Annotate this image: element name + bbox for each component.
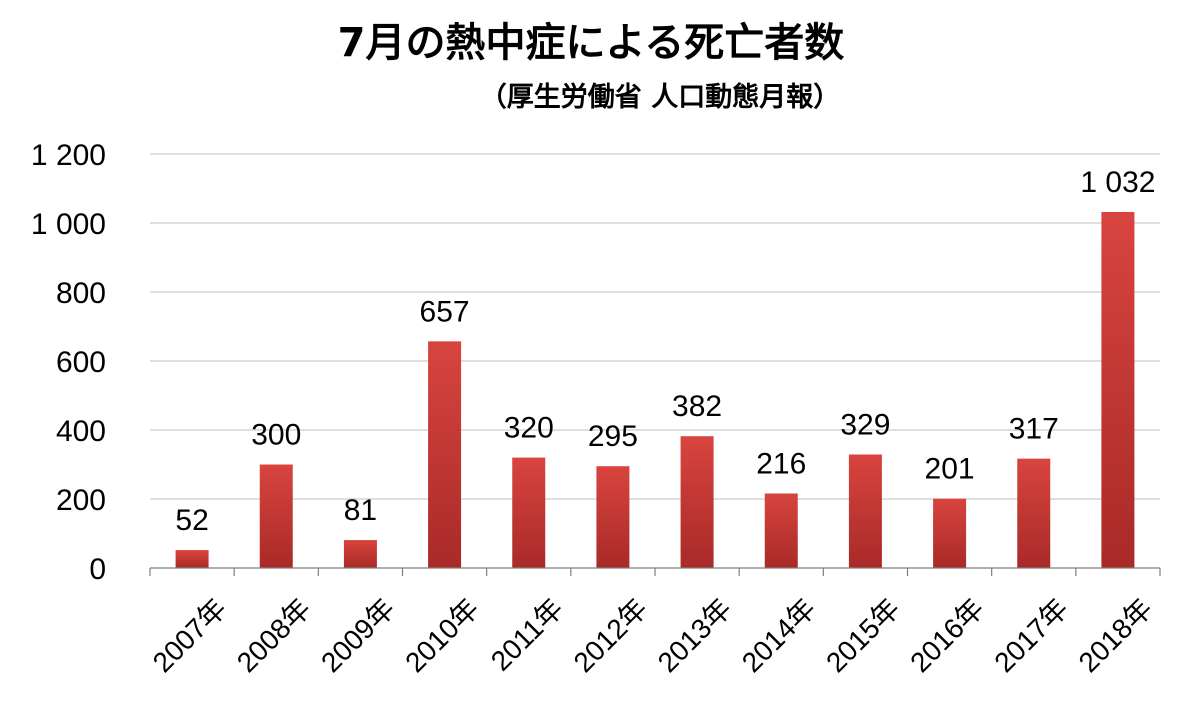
- x-tick-label: 2018年: [1073, 592, 1159, 678]
- y-tick-label: 1 000: [31, 208, 106, 241]
- bar: [596, 466, 630, 568]
- x-tick-label: 2015年: [820, 592, 906, 678]
- bar: [764, 493, 798, 568]
- bar: [512, 457, 546, 568]
- data-label: 300: [251, 419, 301, 452]
- gridlines: [150, 153, 1160, 500]
- x-tick-label: 2008年: [231, 592, 317, 678]
- x-tick-label: 2012年: [568, 592, 654, 678]
- bars: [175, 211, 1135, 568]
- data-label: 81: [344, 494, 377, 527]
- x-tick-label: 2016年: [904, 592, 990, 678]
- data-label: 657: [420, 295, 470, 328]
- data-label: 216: [756, 447, 806, 480]
- y-tick-label: 1 200: [31, 139, 106, 172]
- data-label: 1 032: [1080, 166, 1155, 199]
- bar: [1101, 211, 1135, 568]
- data-label: 201: [925, 453, 975, 486]
- y-tick-label: 800: [56, 277, 106, 310]
- x-tick-label: 2017年: [988, 592, 1074, 678]
- x-tick-label: 2013年: [652, 592, 738, 678]
- bar: [428, 341, 462, 568]
- data-label: 382: [672, 390, 722, 423]
- x-axis: [149, 567, 1161, 576]
- bar: [259, 464, 293, 568]
- x-tick-label: 2010年: [399, 592, 485, 678]
- y-axis-ticks: 0 200 400 600 800 1 000 1 200: [31, 139, 106, 586]
- x-tick-label: 2014年: [736, 592, 822, 678]
- y-tick-label: 0: [89, 553, 106, 586]
- y-tick-label: 600: [56, 346, 106, 379]
- bar: [933, 498, 967, 568]
- data-labels: 52 300 81 657 320 295 382 216 329 201 317 1 032: [175, 166, 1155, 537]
- chart-title: 7月の熱中症による死亡者数: [338, 20, 845, 66]
- x-tick-label: 2011年: [485, 592, 569, 676]
- bar: [175, 550, 209, 568]
- bar: [848, 454, 882, 568]
- x-tick-label: 2007年: [147, 592, 233, 678]
- data-label: 52: [175, 504, 208, 537]
- chart-subtitle: （厚生労働省 人口動態月報）: [480, 81, 840, 113]
- y-tick-label: 200: [56, 484, 106, 517]
- bar: [680, 436, 714, 568]
- data-label: 317: [1009, 413, 1059, 446]
- data-label: 295: [588, 420, 638, 453]
- data-label: 320: [504, 412, 554, 445]
- data-label: 329: [840, 408, 890, 441]
- y-tick-label: 400: [56, 415, 106, 448]
- bar: [343, 540, 377, 568]
- x-tick-label: 2009年: [315, 592, 401, 678]
- bar: [1017, 458, 1051, 568]
